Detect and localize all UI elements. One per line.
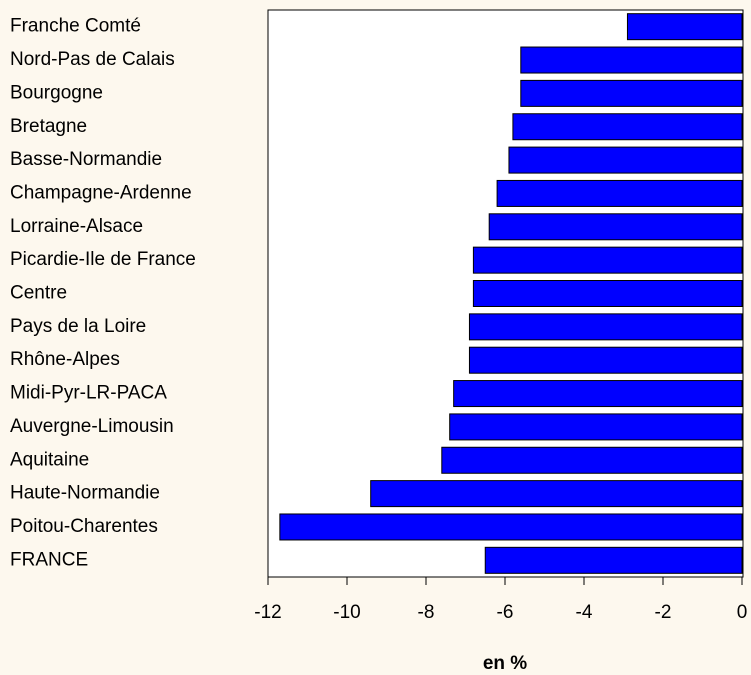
bar (370, 480, 743, 508)
y-tick-label: Aquitaine (10, 449, 89, 470)
x-tick-label: -8 (418, 602, 435, 623)
bar (441, 446, 743, 474)
bar (520, 79, 743, 107)
bar (484, 546, 743, 574)
y-tick-label: Rhône-Alpes (10, 349, 120, 370)
bar (488, 213, 743, 241)
y-tick-label: Centre (10, 283, 67, 304)
y-tick-label: Haute-Normandie (10, 483, 160, 504)
bar (472, 280, 743, 307)
y-tick-label: Pays de la Loire (10, 316, 146, 337)
y-tick-label: Midi-Pyr-LR-PACA (10, 383, 167, 404)
y-tick-label: Bourgogne (10, 82, 103, 103)
x-tick-label: -12 (254, 602, 281, 623)
bar (279, 513, 743, 541)
x-tick-label: 0 (737, 602, 748, 623)
bar (508, 146, 743, 174)
x-tick-label: -10 (333, 602, 360, 623)
bar (496, 179, 743, 207)
y-tick-label: FRANCE (10, 549, 88, 570)
x-axis-label: en % (483, 653, 527, 674)
bar (512, 113, 743, 141)
bar (449, 413, 743, 441)
bar (468, 313, 743, 341)
y-tick-label: Auvergne-Limousin (10, 416, 174, 437)
x-tick-label: -6 (497, 602, 514, 623)
y-tick-label: Basse-Normandie (10, 149, 162, 170)
y-tick-label: Picardie-Ile de France (10, 249, 196, 270)
bar (453, 380, 743, 408)
y-tick-label: Franche Comté (10, 16, 141, 37)
y-tick-label: Champagne-Ardenne (10, 182, 192, 203)
bar (626, 13, 743, 41)
y-tick-label: Nord-Pas de Calais (10, 49, 175, 70)
bar (468, 346, 743, 374)
x-tick-label: -4 (576, 602, 593, 623)
bar (520, 46, 743, 74)
y-tick-label: Lorraine-Alsace (10, 216, 143, 237)
bar (472, 246, 743, 274)
x-tick-label: -2 (655, 602, 672, 623)
y-tick-label: Bretagne (10, 116, 87, 137)
y-tick-label: Poitou-Charentes (10, 516, 158, 537)
